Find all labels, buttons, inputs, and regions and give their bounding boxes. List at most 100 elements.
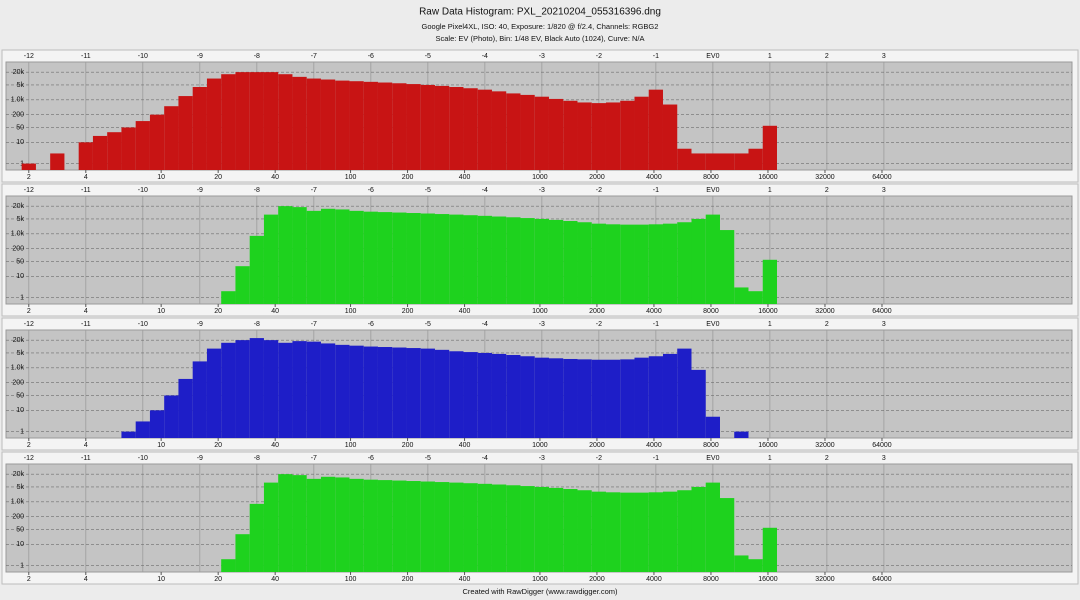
histogram-bar	[235, 534, 250, 572]
histogram-bar	[320, 343, 336, 438]
x2-tick-label: 2	[27, 442, 31, 449]
x2-tick-label: 4000	[646, 174, 662, 181]
x2-tick-label: 1000	[532, 308, 548, 315]
histogram-bar	[577, 222, 592, 304]
histogram-bar	[420, 348, 435, 438]
histogram-bar	[520, 356, 535, 438]
histogram-bar	[648, 492, 663, 572]
histogram-bar	[477, 483, 492, 572]
x-tick-label: -7	[311, 321, 317, 328]
histogram-bar	[705, 482, 720, 572]
y-tick-label: 20k	[13, 471, 25, 478]
histogram-bar	[491, 91, 507, 170]
histogram-bar	[449, 351, 464, 438]
x-tick-label: 2	[825, 321, 829, 328]
y-tick-label: 200	[12, 246, 24, 253]
x2-tick-label: 4	[84, 308, 88, 315]
histogram-bar	[534, 357, 549, 438]
histogram-bar	[563, 489, 578, 572]
histogram-bar	[235, 340, 250, 438]
x-tick-label: -7	[311, 53, 317, 60]
histogram-bar	[591, 223, 606, 304]
x-tick-label: EV0	[706, 455, 719, 462]
x2-tick-label: 16000	[758, 442, 778, 449]
histogram-bar	[178, 96, 193, 170]
x2-tick-label: 64000	[872, 442, 892, 449]
histogram-bar	[392, 212, 407, 304]
x-tick-label: -8	[254, 53, 260, 60]
x-tick-label: -6	[368, 455, 374, 462]
histogram-bar	[477, 215, 492, 304]
histogram-bar	[677, 490, 692, 572]
x-tick-label: -2	[596, 321, 602, 328]
histogram-bar	[620, 224, 635, 304]
histogram-bar	[92, 135, 108, 170]
histogram-bar	[463, 88, 478, 170]
y-tick-label: 1	[20, 428, 24, 435]
y-tick-label: 10	[16, 407, 24, 414]
x-tick-label: -12	[24, 187, 34, 194]
x2-tick-label: 2000	[589, 308, 605, 315]
histogram-bar	[677, 148, 692, 170]
x-tick-label: -4	[482, 53, 488, 60]
x2-tick-label: 200	[402, 308, 414, 315]
x2-tick-label: 40	[271, 442, 279, 449]
y-tick-label: 5k	[17, 82, 25, 89]
x2-tick-label: 4000	[646, 442, 662, 449]
x2-tick-label: 4000	[646, 576, 662, 583]
x2-tick-label: 4	[84, 442, 88, 449]
histogram-bar	[534, 96, 549, 170]
x2-tick-label: 100	[345, 576, 357, 583]
x-tick-label: -11	[81, 455, 91, 462]
histogram-bar	[363, 81, 378, 170]
histogram-bar	[734, 431, 749, 438]
y-tick-label: 1.0k	[11, 365, 25, 372]
histogram-bar	[534, 486, 549, 572]
x2-tick-label: 200	[402, 174, 414, 181]
x2-tick-label: 32000	[815, 308, 835, 315]
histogram-bar	[278, 206, 293, 304]
x-tick-label: -2	[596, 455, 602, 462]
histogram-bar	[221, 342, 236, 438]
histogram-bar	[21, 163, 36, 170]
histogram-bar	[292, 341, 307, 438]
histogram-bar	[149, 410, 165, 438]
x2-tick-label: 16000	[758, 174, 778, 181]
y-tick-label: 10	[16, 139, 24, 146]
histogram-bar	[434, 349, 450, 438]
x-tick-label: -4	[482, 321, 488, 328]
histogram-bar	[691, 369, 706, 438]
histogram-bar	[520, 94, 535, 170]
histogram-bar	[306, 341, 321, 438]
histogram-bar	[605, 359, 621, 438]
x2-tick-label: 20	[214, 576, 222, 583]
histogram-bar	[335, 80, 350, 170]
histogram-bar	[349, 81, 364, 170]
histogram-bar	[449, 482, 464, 572]
histogram-bar	[634, 492, 649, 572]
x-tick-label: -6	[368, 321, 374, 328]
x-tick-label: -11	[81, 321, 91, 328]
histogram-bar	[548, 487, 564, 572]
histogram-bar	[548, 358, 564, 438]
histogram-bar	[135, 121, 150, 170]
histogram-bar	[320, 476, 336, 572]
histogram-bar	[320, 208, 336, 304]
x2-tick-label: 200	[402, 442, 414, 449]
histogram-bar	[548, 98, 564, 170]
x-tick-label: -3	[539, 455, 545, 462]
x-tick-label: -12	[24, 321, 34, 328]
x-tick-label: -5	[425, 53, 431, 60]
x2-tick-label: 40	[271, 576, 279, 583]
histogram-bar	[591, 359, 606, 438]
histogram-bar	[50, 153, 65, 170]
histogram-bar	[506, 355, 521, 438]
histogram-bar	[620, 359, 635, 438]
y-tick-label: 20k	[13, 337, 25, 344]
x2-tick-label: 1000	[532, 442, 548, 449]
histogram-bar	[377, 480, 393, 572]
x-tick-label: -9	[197, 321, 203, 328]
histogram-bar	[662, 353, 678, 438]
y-tick-label: 10	[16, 541, 24, 548]
